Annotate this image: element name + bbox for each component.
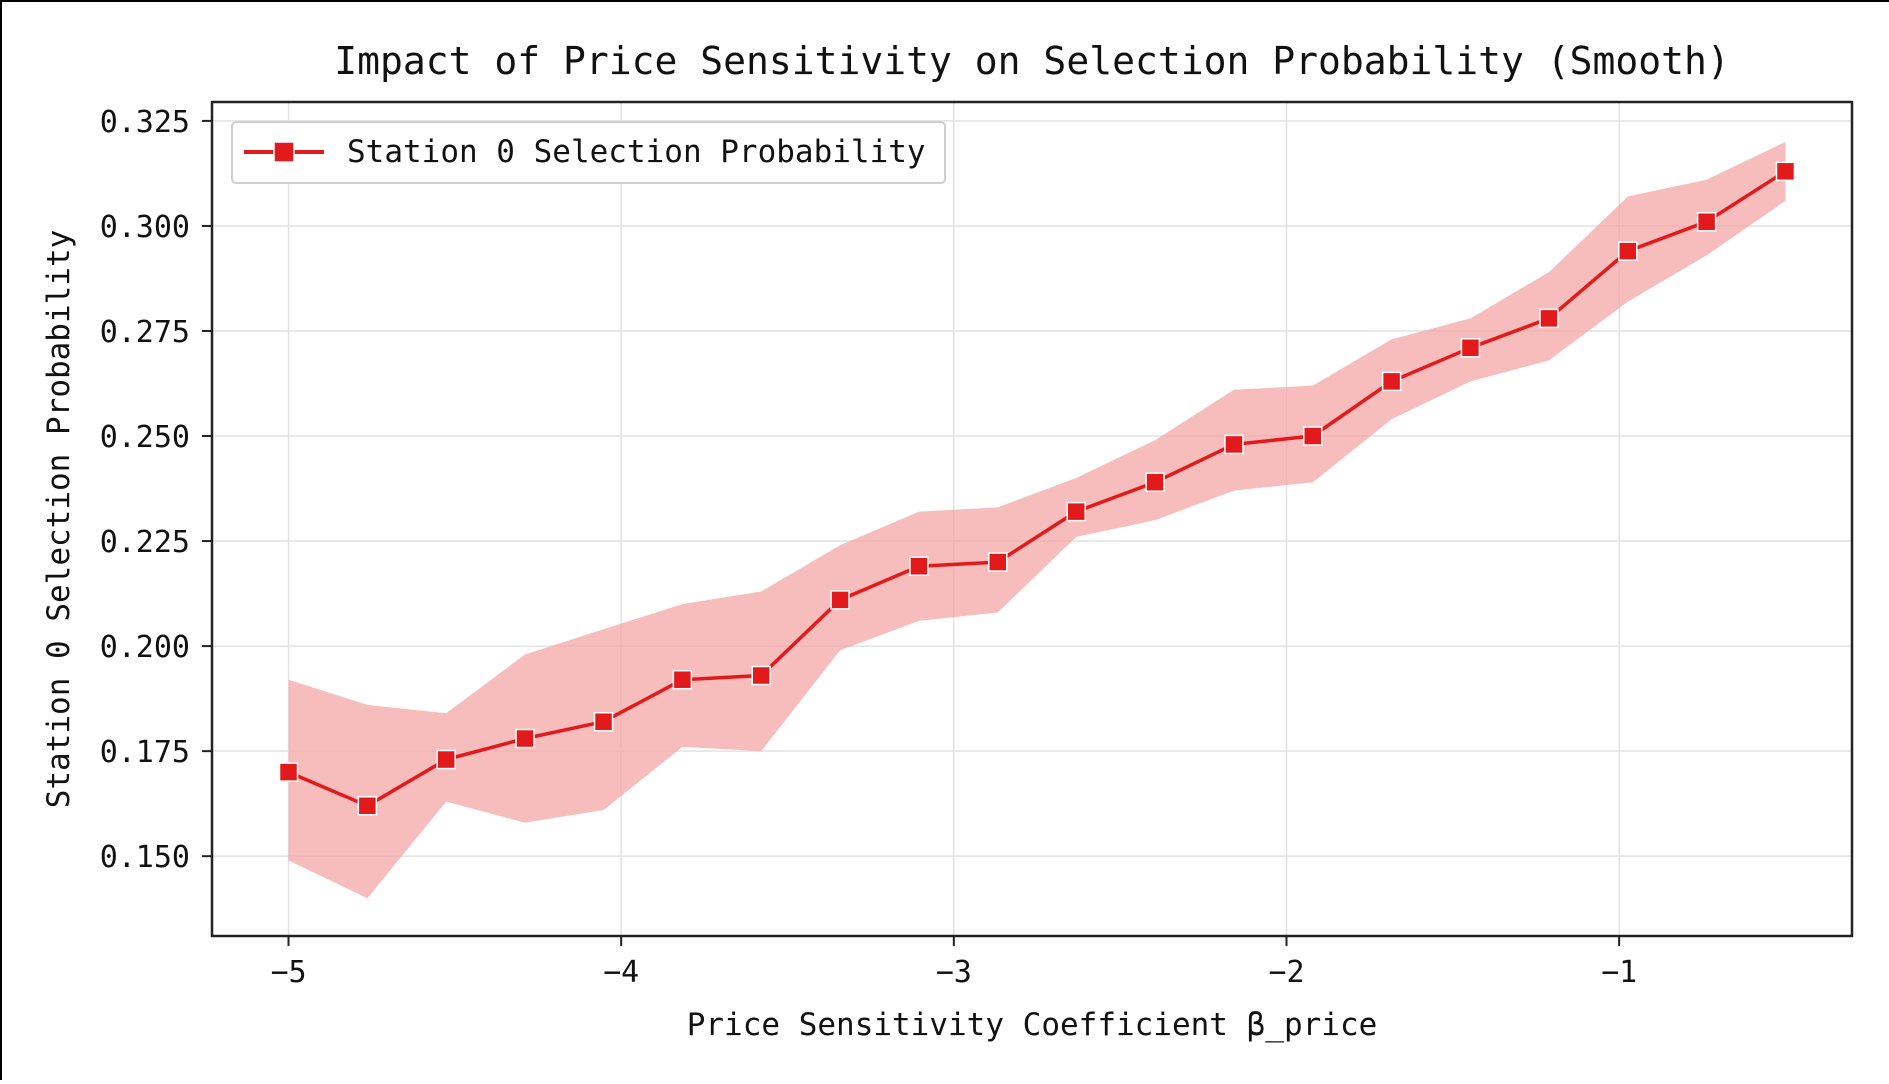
data-point-7 [830,590,850,610]
series-line-layer [287,169,1787,808]
data-point-13 [1303,426,1323,446]
data-point-3 [515,728,535,749]
legend-box [231,121,946,184]
data-point-2 [436,749,456,770]
y-tick-label-0: 0.150 [100,840,190,875]
data-point-10 [1066,501,1086,522]
y-tick-label-3: 0.225 [100,525,190,560]
data-point-9 [987,552,1008,572]
legend-square-marker [273,141,295,163]
data-point-6 [751,665,771,686]
y-tick-label-5: 0.275 [100,315,190,350]
y-tick-label-4: 0.250 [100,420,190,455]
data-point-11 [1145,472,1165,492]
data-point-8 [909,556,929,577]
data-marker-layer [278,161,1796,816]
plot-area-frame [210,100,1854,938]
y-tick-label-1: 0.175 [100,735,190,770]
legend: Station 0 Selection Probability [231,121,946,184]
data-point-16 [1539,308,1559,329]
y-tick-label-7: 0.325 [100,105,190,140]
data-point-4 [593,711,614,732]
confidence-band-layer [288,141,1786,899]
y-axis-label: Station 0 Selection Probability [41,230,77,809]
confidence-band [288,141,1786,899]
data-point-5 [672,669,693,690]
series-line [287,169,1787,808]
x-axis-label: Price Sensitivity Coefficient β_price [687,1007,1378,1043]
data-point-14 [1381,371,1402,392]
data-point-19 [1775,161,1796,182]
data-point-18 [1696,211,1717,232]
data-point-17 [1618,241,1638,261]
chart-title: Impact of Price Sensitivity on Selection… [334,39,1730,83]
x-tick-label-3: −2 [1268,955,1304,990]
x-tick-label-1: −4 [603,955,639,990]
y-axis-ticks: 0.150 0.175 0.200 0.225 0.250 0.275 0.300 0.325 [100,105,212,875]
legend-entry-label: Station 0 Selection Probability [347,134,926,170]
y-tick-label-6: 0.300 [100,210,190,245]
data-point-15 [1460,338,1481,358]
x-tick-label-2: −3 [936,955,972,990]
data-point-12 [1224,434,1244,455]
x-tick-label-4: −1 [1601,955,1637,990]
x-tick-label-0: −5 [270,955,306,990]
data-point-1 [357,796,378,816]
x-axis-ticks: −5 −4 −3 −2 −1 [270,936,1637,990]
data-point-0 [278,762,299,782]
y-tick-label-2: 0.200 [100,630,190,665]
